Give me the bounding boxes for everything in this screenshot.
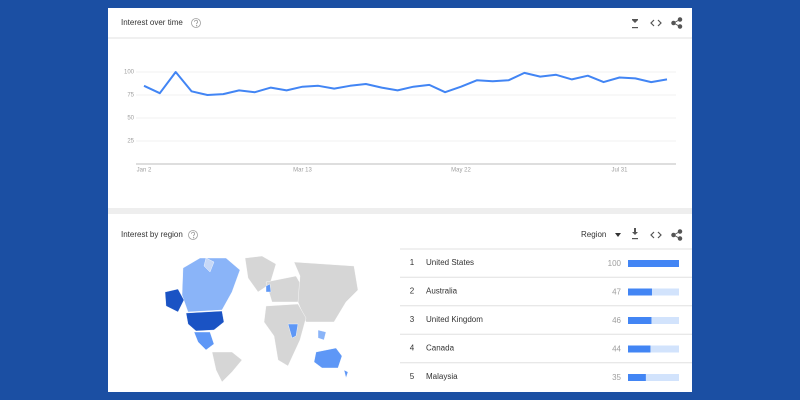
value-label: 100 [608,259,622,268]
panel-title: Interest by region [121,230,183,239]
x-tick-label: Jan 2 [137,168,152,174]
region-name: Australia [426,287,458,296]
help-icon[interactable] [188,230,198,240]
y-tick-label: 100 [124,70,135,76]
panel-gap [108,208,692,214]
value-label: 47 [612,288,621,297]
region-name: United Kingdom [426,315,483,324]
embed-icon[interactable] [657,19,662,27]
share-icon[interactable] [671,229,683,241]
region-selector[interactable]: Region [581,230,606,239]
bar-track [628,288,679,296]
bar [628,345,651,353]
x-tick-label: May 22 [451,168,471,174]
dropdown-arrow[interactable] [615,233,621,237]
value-label: 35 [612,373,621,382]
x-tick-label: Jul 31 [611,168,628,174]
bar [628,317,652,324]
y-tick-label: 75 [127,93,134,99]
download-icon[interactable] [632,228,638,240]
embed-icon[interactable] [650,231,655,239]
region-name: Canada [426,344,455,353]
bar [628,374,646,381]
download-icon[interactable] [632,15,638,29]
bar [628,288,652,296]
help-icon[interactable] [191,18,201,28]
y-tick-label: 25 [127,139,134,145]
rank: 4 [410,344,415,353]
value-label: 46 [612,316,621,325]
share-icon[interactable] [671,17,683,29]
rank: 1 [410,258,415,267]
bar-track [628,317,679,324]
trend-line [143,71,668,96]
bar-track [628,345,679,353]
embed-icon[interactable] [650,19,655,27]
bar-track [628,374,679,381]
x-tick-label: Mar 13 [293,168,312,174]
rank: 3 [410,315,415,324]
region-name: United States [426,258,474,267]
bar [628,260,679,267]
world-map [164,255,359,383]
value-label: 44 [612,345,621,354]
y-tick-label: 50 [127,116,134,122]
rank: 2 [410,287,415,296]
panel-title: Interest over time [121,18,183,27]
embed-icon[interactable] [657,231,662,239]
region-name: Malaysia [426,372,458,381]
rank: 5 [410,372,415,381]
